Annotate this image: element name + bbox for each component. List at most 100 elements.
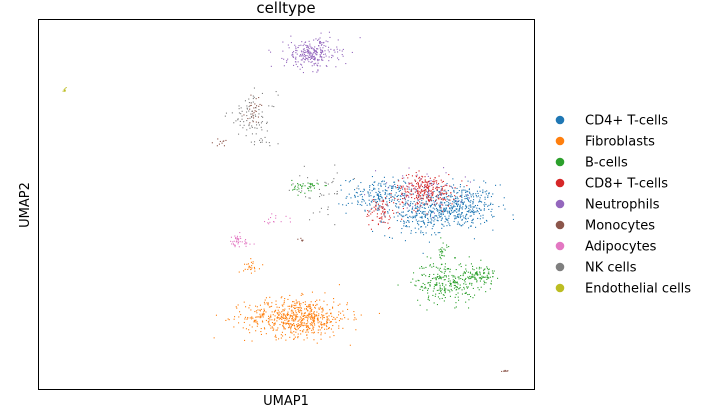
scatter-point <box>299 303 300 304</box>
scatter-point <box>358 186 359 187</box>
scatter-point <box>432 217 433 218</box>
scatter-point <box>322 309 323 310</box>
scatter-point <box>293 321 294 322</box>
scatter-point <box>254 144 255 145</box>
scatter-point <box>401 186 402 187</box>
scatter-point <box>283 318 284 319</box>
scatter-point <box>444 255 445 256</box>
scatter-point <box>448 275 449 276</box>
scatter-point <box>276 304 277 305</box>
scatter-point <box>321 42 322 43</box>
scatter-point <box>283 59 284 60</box>
scatter-point <box>463 275 464 276</box>
scatter-point <box>284 320 285 321</box>
scatter-point <box>381 219 382 220</box>
scatter-point <box>453 191 454 192</box>
scatter-point <box>369 187 370 188</box>
scatter-point <box>452 196 453 197</box>
scatter-point <box>259 314 260 315</box>
scatter-point <box>454 202 455 203</box>
scatter-point <box>298 311 299 312</box>
scatter-point <box>309 45 310 46</box>
scatter-point <box>453 211 454 212</box>
scatter-point <box>238 134 239 135</box>
scatter-point <box>245 242 246 243</box>
scatter-point <box>458 214 459 215</box>
scatter-point <box>444 269 445 270</box>
scatter-point <box>300 45 301 46</box>
scatter-point <box>435 200 436 201</box>
scatter-point <box>436 204 437 205</box>
scatter-point <box>307 306 308 307</box>
scatter-point <box>468 227 469 228</box>
scatter-point <box>299 327 300 328</box>
scatter-point <box>409 226 410 227</box>
scatter-point <box>414 201 415 202</box>
scatter-point <box>379 201 380 202</box>
scatter-point <box>321 57 322 58</box>
scatter-point <box>267 222 268 223</box>
scatter-point <box>465 284 466 285</box>
scatter-point <box>254 321 255 322</box>
scatter-point <box>453 205 454 206</box>
scatter-point <box>396 192 397 193</box>
scatter-point <box>373 201 374 202</box>
scatter-point <box>481 279 482 280</box>
scatter-point <box>465 218 466 219</box>
scatter-point <box>307 58 308 59</box>
scatter-point <box>316 48 317 49</box>
scatter-point <box>401 228 402 229</box>
scatter-point <box>253 102 254 103</box>
scatter-point <box>316 312 317 313</box>
scatter-point <box>420 195 421 196</box>
scatter-point <box>399 191 400 192</box>
scatter-point <box>479 200 480 201</box>
scatter-point <box>427 283 428 284</box>
scatter-point <box>445 288 446 289</box>
scatter-point <box>320 54 321 55</box>
scatter-point <box>268 304 269 305</box>
scatter-point <box>312 332 313 333</box>
scatter-point <box>301 55 302 56</box>
scatter-point <box>305 185 306 186</box>
scatter-point <box>309 328 310 329</box>
scatter-point <box>437 290 438 291</box>
scatter-point <box>444 193 445 194</box>
scatter-point <box>247 317 248 318</box>
scatter-point <box>304 61 305 62</box>
scatter-point <box>446 201 447 202</box>
scatter-point <box>321 308 322 309</box>
scatter-point <box>416 213 417 214</box>
scatter-point <box>424 211 425 212</box>
scatter-point <box>416 215 417 216</box>
scatter-point <box>460 275 461 276</box>
scatter-point <box>329 37 330 38</box>
scatter-point <box>234 236 235 237</box>
scatter-point <box>467 221 468 222</box>
scatter-point <box>476 195 477 196</box>
scatter-point <box>459 278 460 279</box>
scatter-point <box>231 237 232 238</box>
scatter-point <box>422 286 423 287</box>
scatter-point <box>250 105 251 106</box>
scatter-point <box>456 286 457 287</box>
scatter-point <box>356 188 357 189</box>
scatter-point <box>409 189 410 190</box>
scatter-point <box>303 302 304 303</box>
scatter-point <box>292 316 293 317</box>
scatter-point <box>446 220 447 221</box>
scatter-point <box>442 298 443 299</box>
scatter-point <box>252 326 253 327</box>
scatter-point <box>441 202 442 203</box>
scatter-point <box>460 186 461 187</box>
scatter-point <box>272 311 273 312</box>
scatter-point <box>423 211 424 212</box>
scatter-point <box>411 185 412 186</box>
scatter-point <box>417 221 418 222</box>
scatter-point <box>465 293 466 294</box>
scatter-point <box>400 204 401 205</box>
scatter-point <box>461 214 462 215</box>
scatter-point <box>425 204 426 205</box>
scatter-point <box>431 205 432 206</box>
scatter-point <box>433 200 434 201</box>
